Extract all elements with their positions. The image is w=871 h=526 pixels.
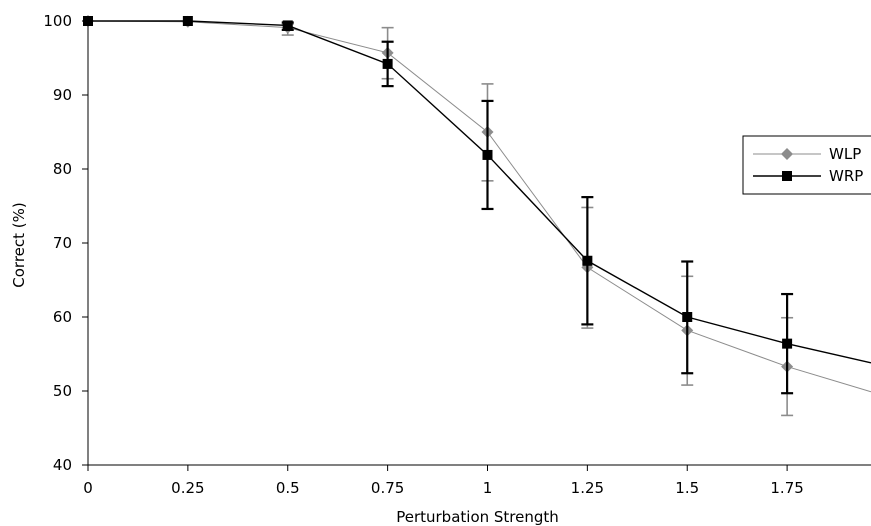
legend-label: WLP (829, 145, 861, 163)
x-tick-label: 0.25 (171, 479, 204, 497)
y-axis-title: Correct (%) (10, 202, 28, 287)
data-point (282, 20, 293, 31)
y-tick-label: 40 (53, 456, 72, 474)
y-tick-label: 60 (53, 308, 72, 326)
legend-box (742, 135, 871, 195)
plot-area (82, 15, 871, 417)
x-tick-label: 1.25 (571, 479, 604, 497)
legend-label: WRP (829, 167, 863, 185)
y-ticks: 40 50 60 70 80 90 100 (43, 12, 88, 474)
data-point (682, 312, 693, 322)
data-point (182, 16, 193, 26)
x-axis-title: Perturbation Strength (396, 508, 559, 526)
data-point (582, 255, 593, 266)
x-ticks: 0 0.25 0.5 0.75 1 1.25 1.5 1.75 (83, 465, 804, 497)
data-point (382, 58, 393, 69)
y-tick-label: 80 (53, 160, 72, 178)
data-point (782, 338, 793, 349)
y-tick-label: 50 (53, 382, 72, 400)
legend-items: WLP WRP (753, 145, 863, 185)
legend-marker (781, 148, 793, 160)
legend-item-wlp: WLP (753, 145, 861, 163)
series-wlp (82, 15, 871, 417)
legend-marker (782, 171, 792, 181)
x-tick-label: 1 (483, 479, 493, 497)
legend-item-wrp: WRP (753, 167, 863, 185)
x-tick-label: 0.5 (276, 479, 300, 497)
legend: WLP WRP (742, 135, 871, 195)
x-tick-label: 1.5 (675, 479, 699, 497)
axes: 0 0.25 0.5 0.75 1 1.25 1.5 1.75 40 50 60 70 80 90 100 (43, 12, 871, 497)
y-tick-label: 100 (43, 12, 72, 30)
x-tick-label: 1.75 (770, 479, 803, 497)
y-tick-label: 90 (53, 86, 72, 104)
series-wrp (83, 16, 871, 395)
x-tick-label: 0 (83, 479, 93, 497)
series-line (87, 20, 871, 393)
x-tick-label: 0.75 (371, 479, 404, 497)
y-tick-label: 70 (53, 234, 72, 252)
data-point (482, 149, 493, 160)
